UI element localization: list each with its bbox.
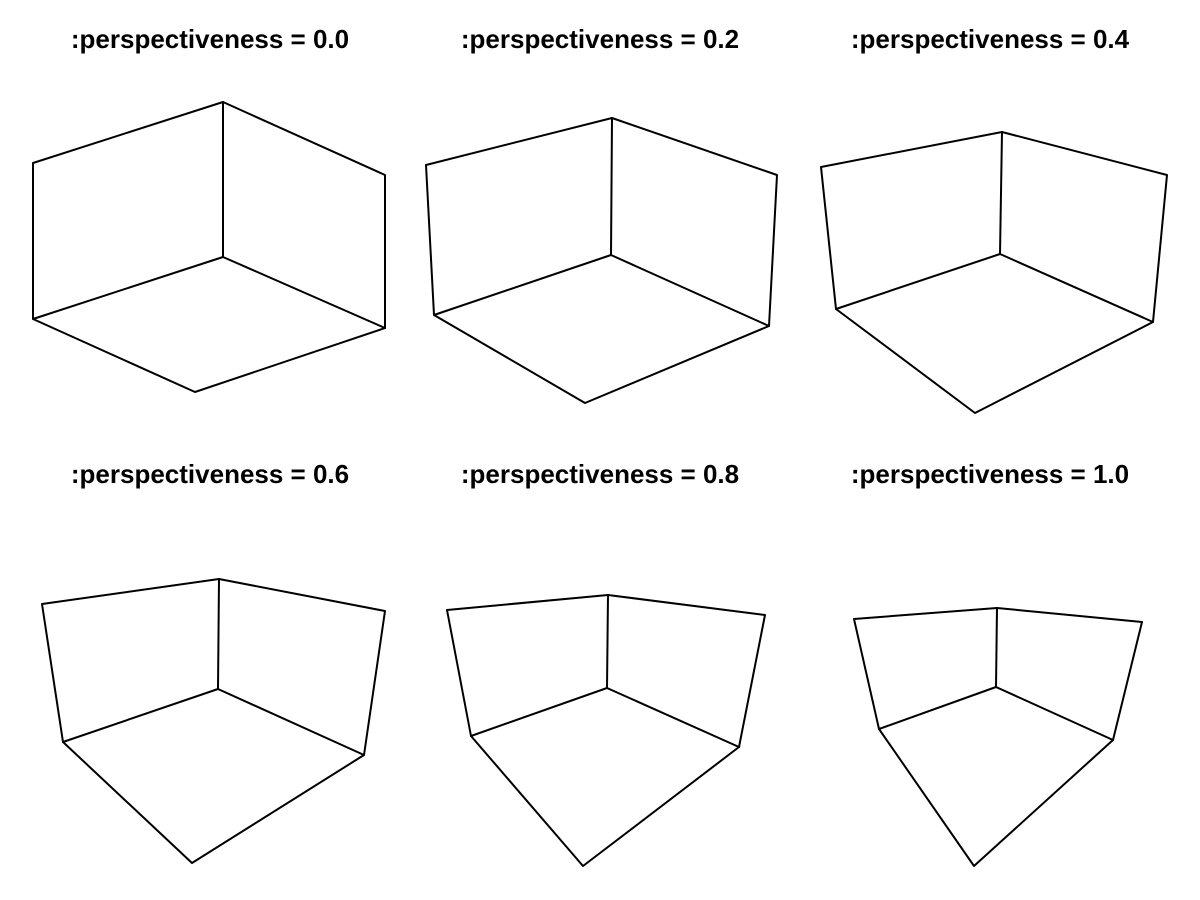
panel: :perspectiveness = 0.2: [425, 24, 778, 404]
panel: :perspectiveness = 0.4: [820, 24, 1168, 414]
axis-box-frame: [41, 578, 386, 864]
panel-title: :perspectiveness = 0.4: [851, 24, 1130, 54]
axis-box-vertical-edge: [999, 131, 1003, 255]
axis-box-back-edges: [433, 254, 770, 327]
axis-box-frame: [853, 607, 1143, 867]
axis-box-back-edges: [62, 688, 365, 756]
axis-box-back-edges: [835, 253, 1154, 323]
axis-box-vertical-edge: [610, 117, 613, 256]
panel-title: :perspectiveness = 0.2: [461, 24, 739, 54]
axis-box-back-edges: [32, 256, 386, 329]
axis-box-frame: [446, 594, 766, 867]
axis-box-back-edges: [470, 687, 740, 748]
axis-box-back-edges: [878, 686, 1114, 741]
panel-title: :perspectiveness = 0.6: [71, 459, 349, 489]
panel: :perspectiveness = 1.0: [851, 459, 1143, 867]
panel-title: :perspectiveness = 0.8: [461, 459, 739, 489]
axis-box-vertical-edge: [217, 578, 220, 690]
axis-box-vertical-edge: [606, 594, 609, 689]
panel: :perspectiveness = 0.0: [32, 24, 386, 393]
panel-title: :perspectiveness = 0.0: [71, 24, 349, 54]
axis-box-frame: [32, 101, 386, 393]
panel: :perspectiveness = 0.6: [41, 459, 386, 864]
axis-box-frame: [820, 131, 1168, 414]
panel-title: :perspectiveness = 1.0: [851, 459, 1129, 489]
panel: :perspectiveness = 0.8: [446, 459, 766, 867]
axis-box-frame: [425, 117, 778, 404]
axis-box-vertical-edge: [995, 607, 998, 688]
